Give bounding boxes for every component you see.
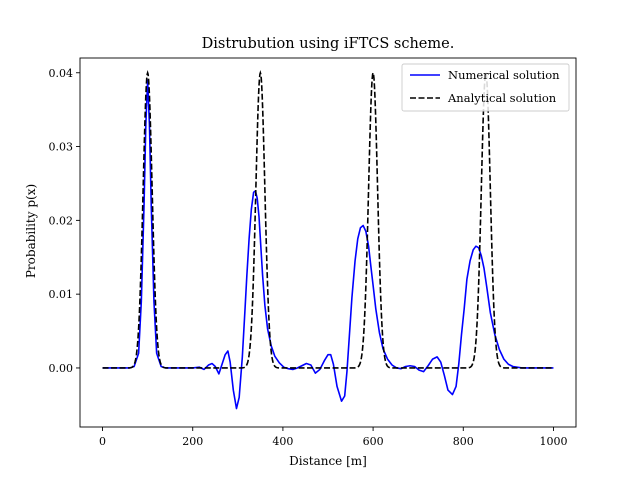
- y-tick-label: 0.02: [49, 214, 74, 227]
- y-tick-label: 0.03: [49, 141, 74, 154]
- axes-frame: [79, 57, 577, 428]
- chart-title: Distrubution using iFTCS scheme.: [202, 36, 455, 52]
- series-line-analytical: [102, 70, 554, 369]
- y-axis-ticks: 0.00 0.01 0.02 0.03 0.04: [49, 67, 80, 375]
- x-tick-label: 0: [99, 435, 106, 448]
- plot-area: 0 200 400 600 800 1000 0.00 0.01 0.02 0.03 0.04: [49, 57, 577, 448]
- x-axis-ticks: 0 200 400 600 800 1000: [99, 427, 567, 448]
- y-tick-label: 0.00: [49, 362, 74, 375]
- legend-label-analytical: Analytical solution: [447, 91, 557, 105]
- x-tick-label: 800: [453, 435, 474, 448]
- y-tick-label: 0.04: [49, 67, 74, 80]
- legend-label-numerical: Numerical solution: [448, 68, 560, 82]
- legend: Numerical solution Analytical solution: [401, 63, 570, 112]
- y-tick-label: 0.01: [49, 288, 74, 301]
- legend-box: [401, 63, 570, 112]
- x-axis-label: Distance [m]: [289, 454, 367, 468]
- x-tick-label: 200: [182, 435, 203, 448]
- x-tick-label: 400: [272, 435, 293, 448]
- x-tick-label: 1000: [539, 435, 567, 448]
- series-layer: [102, 70, 554, 410]
- x-tick-label: 600: [363, 435, 384, 448]
- y-axis-label: Probability p(x): [24, 184, 38, 278]
- series-line-numerical: [102, 79, 554, 410]
